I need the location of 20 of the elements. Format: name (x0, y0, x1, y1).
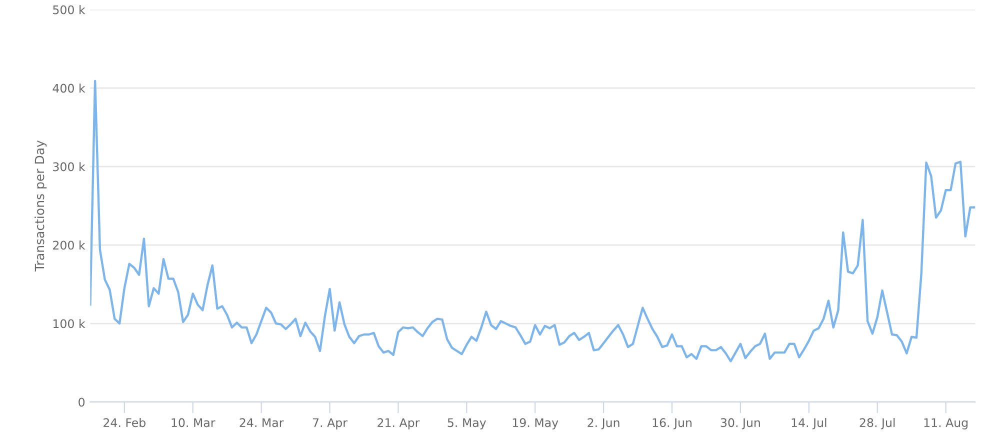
x-tick-label: 30. Jun (720, 418, 760, 430)
x-tick-label: 11. Aug (924, 418, 968, 430)
y-axis-title: Transactions per Day (34, 140, 47, 272)
x-tick-label: 7. Apr (313, 418, 348, 430)
y-tick-label: 500 k (53, 5, 86, 14)
x-tick-label: 16. Jun (652, 418, 692, 430)
y-tick-label: 200 k (53, 240, 86, 250)
x-tick-label: 28. Jul (860, 418, 895, 430)
y-tick-label: 400 k (52, 84, 86, 93)
x-tick-label: 5. May (448, 418, 486, 430)
x-tick-label: 21. Apr (378, 418, 420, 430)
x-tick-label: 24. Mar (240, 418, 284, 428)
x-tick-label: 2. Jun (588, 418, 620, 430)
y-tick-label: 100 k (53, 319, 86, 328)
x-tick-label: 14. Jul (792, 418, 826, 430)
y-tick-label: 0 (78, 398, 85, 407)
x-tick-label: 10. Mar (172, 418, 216, 428)
y-tick-label: 300 k (53, 162, 86, 172)
x-tick-label: 19. May (512, 418, 558, 430)
x-tick-label: 24. Feb (104, 418, 146, 428)
